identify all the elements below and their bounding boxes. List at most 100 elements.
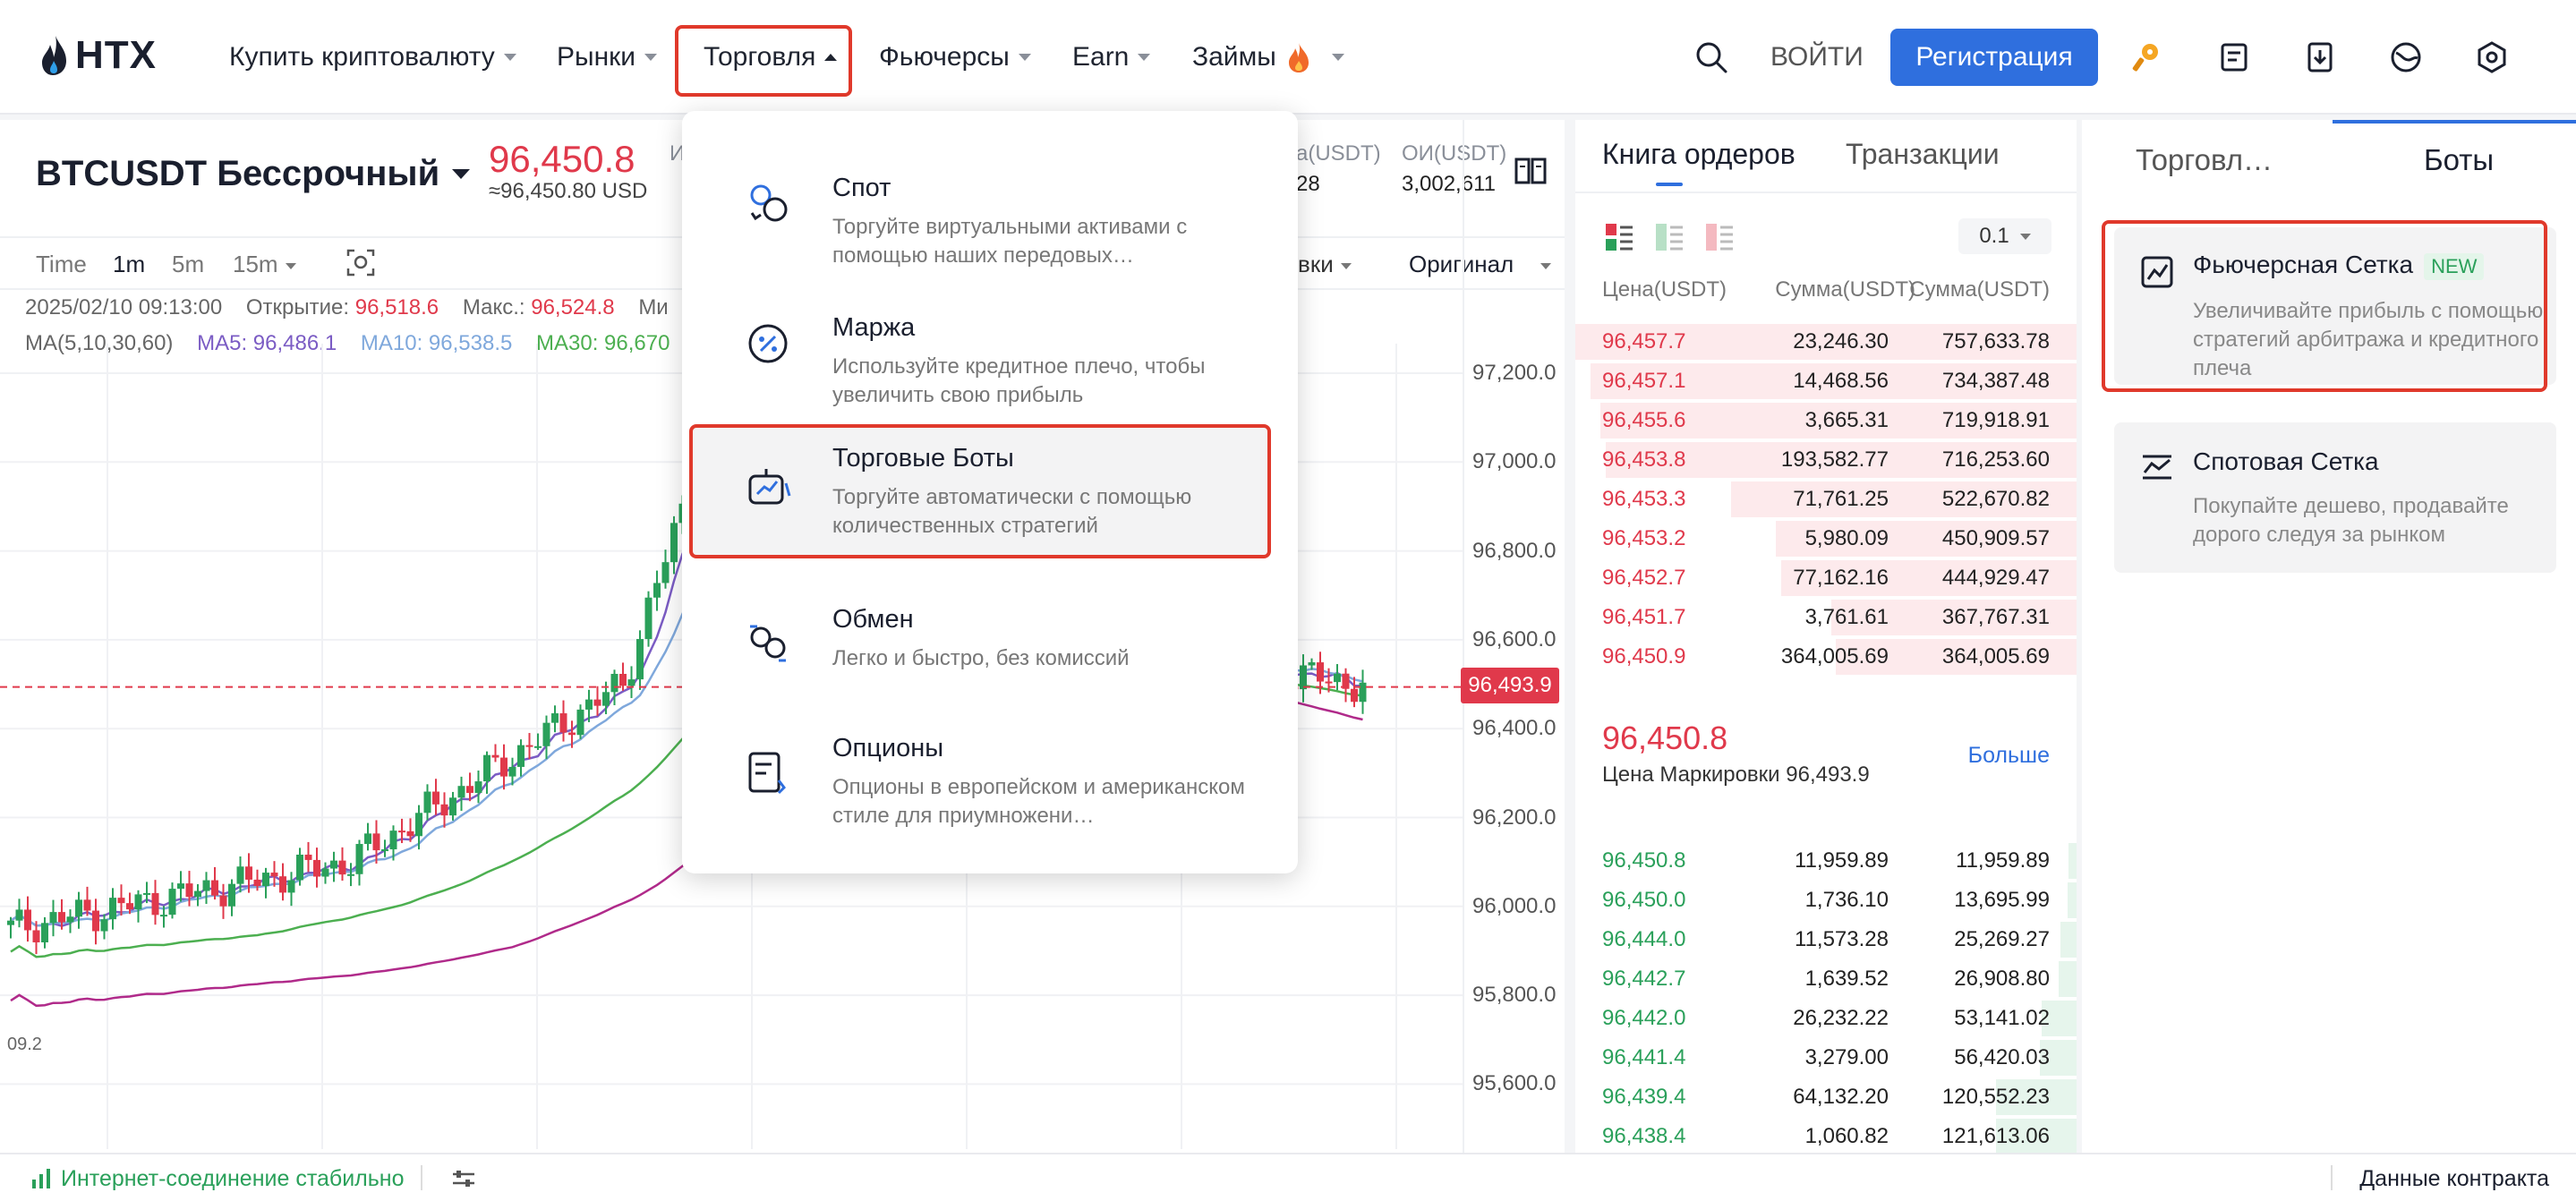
view-original[interactable]: Оригинал <box>1409 251 1552 278</box>
ask-row[interactable]: 96,453.8 193,582.77 716,253.60 <box>1575 440 2077 480</box>
candle-body <box>126 903 133 910</box>
row-amount: 11,959.89 <box>1795 848 1889 873</box>
tf-15m[interactable]: 15m <box>233 251 296 278</box>
settings-gear-icon[interactable] <box>2470 36 2513 79</box>
candle-body <box>253 879 261 886</box>
row-amount: 364,005.69 <box>1780 644 1889 669</box>
tab-trade[interactable]: Торговл… <box>2136 143 2273 176</box>
menu-item-margin[interactable]: Маржа Используйте кредитное плечо, чтобы… <box>682 299 1298 415</box>
ask-row[interactable]: 96,457.7 23,246.30 757,633.78 <box>1575 322 2077 362</box>
ask-row[interactable]: 96,450.9 364,005.69 364,005.69 <box>1575 637 2077 677</box>
book-open-icon[interactable] <box>1513 152 1548 188</box>
promo-key-icon[interactable] <box>2125 36 2168 79</box>
bid-row[interactable]: 96,442.7 1,639.52 26,908.80 <box>1575 959 2077 999</box>
tf-1m[interactable]: 1m <box>113 251 146 277</box>
depth-bar <box>1831 600 2077 635</box>
search-icon[interactable] <box>1690 36 1733 79</box>
ask-row[interactable]: 96,453.2 5,980.09 450,909.57 <box>1575 519 2077 558</box>
view-both-icon[interactable] <box>1604 222 1634 252</box>
row-price: 96,442.0 <box>1602 1006 1686 1030</box>
chevron-down-icon <box>1138 54 1151 61</box>
orders-icon[interactable] <box>2213 36 2256 79</box>
tf-5m[interactable]: 5m <box>172 251 205 277</box>
candle-body <box>508 766 516 777</box>
row-price: 96,438.4 <box>1602 1124 1686 1148</box>
depth-bar <box>1575 324 2077 360</box>
contract-data-link[interactable]: Данные контракта <box>2359 1166 2549 1191</box>
candle-body <box>168 889 176 916</box>
candle-body <box>49 912 57 924</box>
depth-bar <box>1996 1079 2077 1115</box>
htx-logo[interactable]: HTX <box>39 27 157 84</box>
ask-row[interactable]: 96,452.7 77,162.16 444,929.47 <box>1575 558 2077 598</box>
bot-icon <box>748 469 791 505</box>
candle-body <box>406 830 414 837</box>
nav-futures[interactable]: Фьючерсы <box>879 0 1031 115</box>
row-amount: 14,468.56 <box>1793 369 1889 393</box>
row-total: 26,908.80 <box>1954 967 2050 991</box>
language-globe-icon[interactable] <box>2384 36 2427 79</box>
menu-item-exchange-title: Обмен <box>832 605 914 634</box>
chart-settings-partial[interactable]: вки <box>1298 251 1352 278</box>
bid-row[interactable]: 96,442.0 26,232.22 53,141.02 <box>1575 999 2077 1038</box>
bid-row[interactable]: 96,450.0 1,736.10 13,695.99 <box>1575 881 2077 920</box>
mid-price: 96,450.8 <box>1602 720 1728 756</box>
menu-item-options[interactable]: Опционы Опционы в европейском и американ… <box>682 728 1298 854</box>
stat-partial-label: И <box>670 141 686 166</box>
tab-bots[interactable]: Боты <box>2424 143 2495 176</box>
login-button[interactable]: ВОЙТИ <box>1770 42 1864 72</box>
spot-grid-card[interactable]: Спотовая Сетка Покупайте дешево, продава… <box>2114 422 2556 573</box>
ask-row[interactable]: 96,455.6 3,665.31 719,918.91 <box>1575 401 2077 440</box>
nav-markets[interactable]: Рынки <box>557 0 658 115</box>
nav-trading[interactable]: Торговля <box>704 0 838 115</box>
menu-item-spot[interactable]: Спот Торгуйте виртуальными активами с по… <box>682 156 1298 272</box>
nav-buy-crypto[interactable]: Купить криптовалюту <box>229 0 516 115</box>
tf-time[interactable]: Time <box>36 251 87 277</box>
logo-text: HTX <box>75 33 157 77</box>
row-total: 734,387.48 <box>1941 369 2050 393</box>
bid-row[interactable]: 96,444.0 11,573.28 25,269.27 <box>1575 920 2077 959</box>
more-link[interactable]: Больше <box>1967 743 2050 768</box>
ask-row[interactable]: 96,451.7 3,761.61 367,767.31 <box>1575 598 2077 637</box>
candle-body <box>372 833 380 851</box>
bid-row[interactable]: 96,438.4 1,060.82 121,613.06 <box>1575 1117 2077 1156</box>
current-price-tag: 96,493.9 <box>1461 668 1559 703</box>
menu-item-margin-desc: Используйте кредитное плечо, чтобы увели… <box>832 354 1206 407</box>
spot-grid-icon <box>2143 455 2171 480</box>
nav-earn[interactable]: Earn <box>1072 0 1151 115</box>
depth-bar <box>2059 961 2077 997</box>
candle-body <box>245 866 252 880</box>
row-price: 96,450.0 <box>1602 888 1686 912</box>
menu-item-spot-desc: Торгуйте виртуальными активами с помощью… <box>832 215 1188 268</box>
ask-row[interactable]: 96,457.1 14,468.56 734,387.48 <box>1575 362 2077 401</box>
candle-body <box>32 930 40 942</box>
bid-row[interactable]: 96,441.4 3,279.00 56,420.03 <box>1575 1038 2077 1077</box>
menu-item-exchange[interactable]: Обмен Легко и быстро, без комиссий <box>682 594 1298 702</box>
download-icon[interactable] <box>2299 36 2341 79</box>
nav-loans[interactable]: Займы <box>1192 0 1344 115</box>
screenshot-icon[interactable] <box>345 247 376 284</box>
stat-volume-value: 28 <box>1296 172 1320 196</box>
symbol-selector[interactable]: BTCUSDT Бессрочный <box>36 154 471 194</box>
tab-transactions[interactable]: Транзакции <box>1846 138 2000 170</box>
candle-body <box>534 745 542 748</box>
sliders-icon[interactable] <box>451 1167 476 1190</box>
price-step-select[interactable]: 0.1 <box>1958 218 2051 254</box>
view-bids-icon[interactable] <box>1654 222 1685 252</box>
candle-body <box>109 898 116 920</box>
last-price-usd: ≈96,450.80 USD <box>489 179 648 203</box>
row-amount: 3,761.61 <box>1804 605 1889 629</box>
ask-row[interactable]: 96,453.3 71,761.25 522,670.82 <box>1575 480 2077 519</box>
chevron-up-icon <box>824 54 838 61</box>
y-tick-label: 96,000.0 <box>1472 893 1557 918</box>
menu-item-trading-bots-overlay[interactable]: Торговые Боты Торгуйте автоматически с п… <box>682 442 1298 558</box>
view-asks-icon[interactable] <box>1704 222 1735 252</box>
register-button[interactable]: Регистрация <box>1890 29 2098 86</box>
bid-row[interactable]: 96,450.8 11,959.89 11,959.89 <box>1575 841 2077 881</box>
tab-order-book[interactable]: Книга ордеров <box>1602 138 1796 170</box>
futures-grid-card[interactable]: Фьючерсная Сетка NEW Увеличивайте прибыль… <box>2114 227 2556 385</box>
chevron-down-icon <box>452 169 471 179</box>
row-amount: 11,573.28 <box>1795 927 1889 951</box>
bid-row[interactable]: 96,439.4 64,132.20 120,552.23 <box>1575 1077 2077 1117</box>
depth-bar <box>1996 1119 2077 1154</box>
